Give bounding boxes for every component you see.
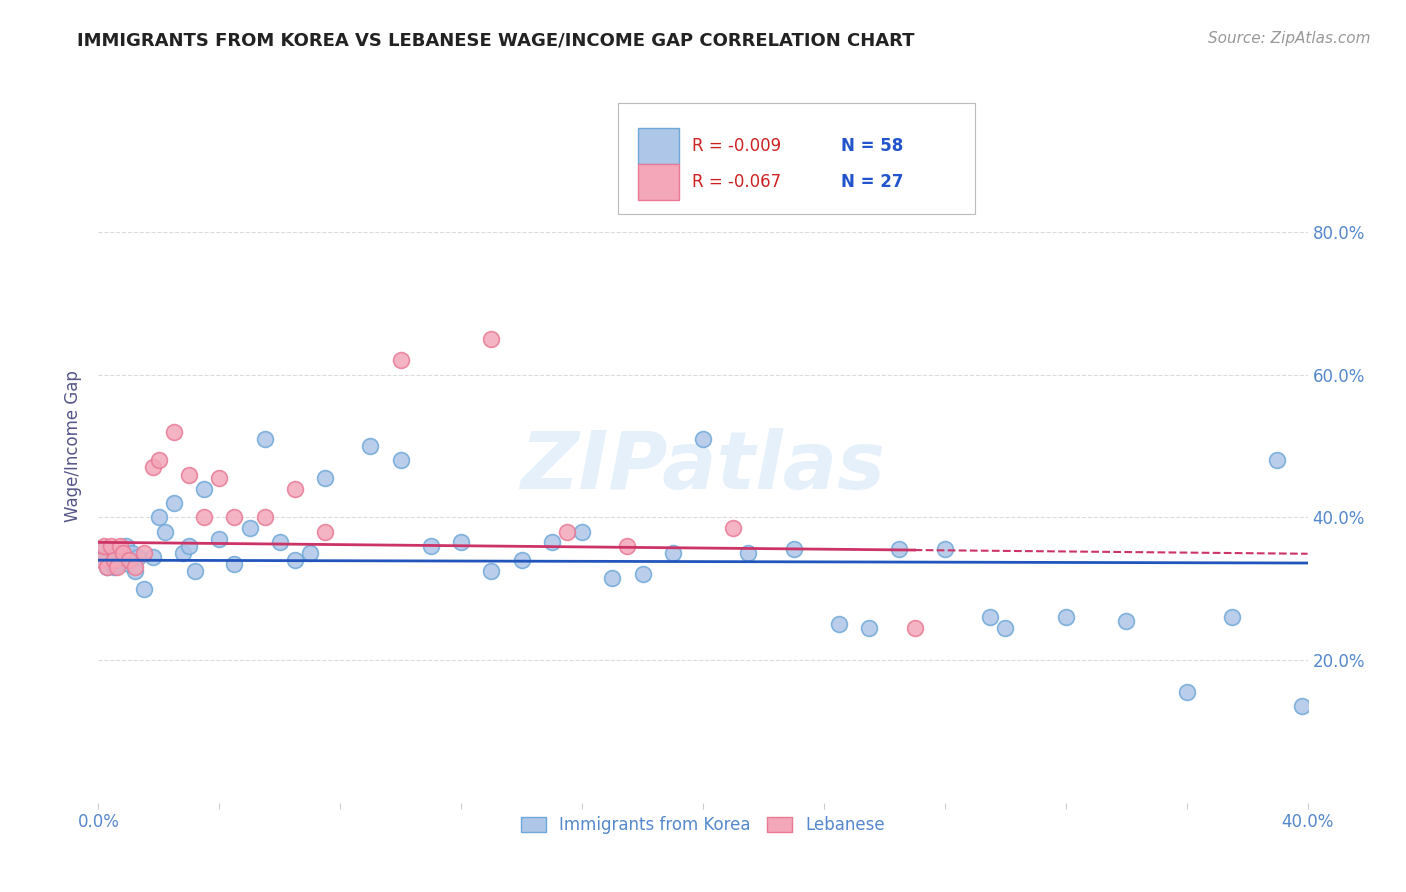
Point (148, 453, 170, 467)
Point (184, 564, 207, 578)
FancyBboxPatch shape (619, 103, 976, 214)
Point (103, 549, 125, 564)
Point (269, 535, 291, 549)
Point (179, 539, 201, 553)
Point (127, 549, 149, 564)
Text: IMMIGRANTS FROM KOREA VS LEBANESE WAGE/INCOME GAP CORRELATION CHART: IMMIGRANTS FROM KOREA VS LEBANESE WAGE/I… (77, 31, 915, 49)
Point (124, 560, 146, 574)
Point (142, 549, 165, 564)
Point (253, 510, 276, 524)
Point (1175, 685, 1198, 699)
Point (253, 432, 276, 446)
Point (163, 425, 186, 439)
Point (299, 546, 322, 560)
Point (193, 510, 215, 524)
Point (142, 460, 165, 475)
Point (105, 557, 128, 571)
Text: R = -0.067: R = -0.067 (692, 173, 782, 191)
Point (172, 546, 194, 560)
Point (571, 524, 593, 539)
Text: N = 58: N = 58 (841, 137, 903, 155)
Point (148, 510, 170, 524)
Point (314, 471, 336, 485)
Point (108, 553, 131, 567)
Point (111, 546, 134, 560)
Point (602, 571, 624, 585)
Point (631, 567, 654, 582)
Point (510, 553, 533, 567)
Point (153, 524, 176, 539)
Point (889, 542, 911, 557)
Point (555, 524, 578, 539)
Point (118, 553, 141, 567)
Point (100, 539, 122, 553)
Point (111, 549, 134, 564)
Point (389, 353, 412, 368)
Point (979, 610, 1001, 624)
Point (193, 482, 215, 496)
Point (96, 560, 118, 574)
Legend: Immigrants from Korea, Lebanese: Immigrants from Korea, Lebanese (515, 810, 891, 841)
Point (783, 542, 806, 557)
FancyBboxPatch shape (638, 164, 679, 200)
Point (858, 621, 880, 635)
Point (934, 542, 956, 557)
Point (828, 617, 851, 632)
Point (661, 546, 683, 560)
Point (994, 621, 1017, 635)
Point (616, 539, 638, 553)
Point (100, 546, 122, 560)
Text: N = 27: N = 27 (841, 173, 903, 191)
Point (692, 432, 714, 446)
Point (90, 553, 112, 567)
Point (103, 553, 125, 567)
Point (118, 557, 141, 571)
Point (208, 471, 231, 485)
Point (208, 532, 231, 546)
Point (224, 557, 246, 571)
Point (124, 564, 146, 578)
Point (1115, 614, 1137, 628)
Point (90, 549, 112, 564)
Point (314, 524, 336, 539)
Point (450, 535, 472, 549)
Point (1291, 699, 1313, 714)
Point (224, 510, 246, 524)
Point (132, 546, 155, 560)
Point (96, 553, 118, 567)
Point (96, 560, 118, 574)
FancyBboxPatch shape (638, 128, 679, 164)
Point (239, 521, 262, 535)
Point (121, 546, 143, 560)
Text: R = -0.009: R = -0.009 (692, 137, 782, 155)
Point (540, 535, 562, 549)
Point (93, 539, 115, 553)
Point (481, 332, 503, 346)
Point (108, 539, 131, 553)
Point (284, 553, 307, 567)
Point (179, 467, 201, 482)
Point (723, 521, 745, 535)
Point (737, 546, 759, 560)
Text: Source: ZipAtlas.com: Source: ZipAtlas.com (1208, 31, 1371, 46)
Point (1267, 453, 1289, 467)
Point (163, 496, 186, 510)
Point (93, 542, 115, 557)
Point (389, 453, 412, 467)
Point (360, 439, 382, 453)
Point (284, 482, 307, 496)
Point (132, 582, 155, 596)
Y-axis label: Wage/Income Gap: Wage/Income Gap (65, 370, 83, 522)
Point (420, 539, 443, 553)
Point (114, 539, 136, 553)
Point (105, 560, 128, 574)
Text: ZIPatlas: ZIPatlas (520, 428, 886, 507)
Point (481, 564, 503, 578)
Point (103, 560, 125, 574)
Point (904, 621, 927, 635)
Point (1054, 610, 1077, 624)
Point (1220, 610, 1243, 624)
